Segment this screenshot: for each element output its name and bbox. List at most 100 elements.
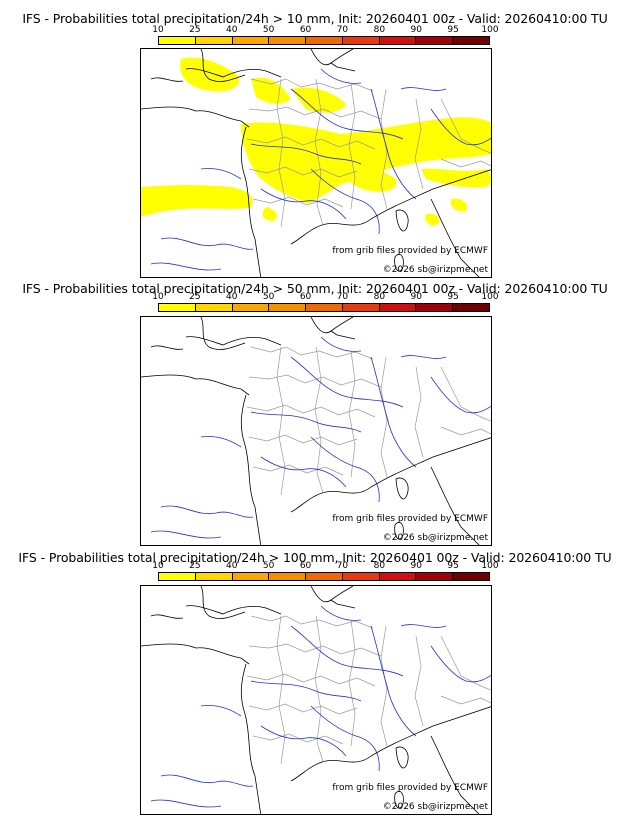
colorbar-tick-label: 25 bbox=[189, 292, 201, 302]
colorbar-tick-label: 25 bbox=[189, 25, 201, 35]
department-border bbox=[248, 703, 358, 715]
river bbox=[260, 188, 347, 220]
map-france[interactable] bbox=[140, 585, 492, 815]
river bbox=[400, 355, 447, 359]
copyright: ©2026 sb@irizpme.net bbox=[382, 265, 488, 275]
department-border bbox=[414, 635, 424, 727]
river bbox=[260, 456, 347, 488]
colorbar-tick-label: 90 bbox=[410, 292, 422, 302]
colorbar-tick-label: 50 bbox=[262, 292, 275, 302]
precip-area bbox=[180, 57, 240, 92]
department-border bbox=[440, 426, 491, 436]
colorbar-tick-label: 60 bbox=[299, 561, 312, 571]
colorbar-ticks: 10 25 40 50 60 70 80 90 95 100 bbox=[0, 25, 630, 36]
coastline bbox=[310, 317, 354, 334]
coastline bbox=[394, 253, 404, 272]
precip-area bbox=[291, 87, 346, 113]
river bbox=[310, 436, 380, 503]
colorbar-segment bbox=[269, 37, 307, 44]
department-border bbox=[440, 695, 491, 705]
river bbox=[430, 645, 491, 683]
river bbox=[400, 87, 447, 91]
colorbar-tick-label: 95 bbox=[447, 561, 459, 571]
coastline bbox=[141, 643, 250, 665]
coastline bbox=[240, 394, 262, 545]
department-border bbox=[380, 88, 388, 210]
precip-area bbox=[241, 117, 491, 204]
department-border bbox=[440, 158, 491, 168]
department-border bbox=[276, 346, 286, 496]
colorbar-tick-label: 25 bbox=[189, 561, 201, 571]
colorbar bbox=[158, 36, 490, 45]
river bbox=[430, 108, 491, 146]
colorbar-ticks: 10 25 40 50 60 70 80 90 95 100 bbox=[0, 561, 630, 572]
department-border bbox=[276, 615, 286, 765]
map-canvas bbox=[141, 317, 491, 545]
colorbar-segment bbox=[379, 573, 417, 580]
colorbar-segment bbox=[342, 37, 380, 44]
copyright: ©2026 sb@irizpme.net bbox=[382, 533, 488, 543]
colorbar-tick-label: 50 bbox=[262, 561, 275, 571]
river bbox=[160, 505, 254, 518]
colorbar-segment bbox=[195, 304, 233, 311]
department-border bbox=[348, 619, 356, 747]
river bbox=[160, 774, 254, 787]
map-france[interactable] bbox=[140, 316, 492, 546]
colorbar-segment bbox=[342, 573, 380, 580]
colorbar-tick-label: 60 bbox=[299, 25, 312, 35]
colorbar-segment bbox=[159, 37, 196, 44]
department-border bbox=[250, 78, 374, 92]
department-border bbox=[250, 346, 374, 360]
colorbar-tick-label: 95 bbox=[447, 25, 459, 35]
copyright: ©2026 sb@irizpme.net bbox=[382, 802, 488, 812]
coastline bbox=[240, 663, 262, 814]
colorbar-tick-label: 100 bbox=[481, 292, 499, 302]
map-canvas bbox=[141, 586, 491, 814]
coastline bbox=[290, 437, 491, 513]
coastline bbox=[310, 49, 354, 66]
river bbox=[290, 88, 404, 140]
colorbar-segment bbox=[306, 304, 343, 311]
river bbox=[250, 411, 362, 433]
colorbar-segment bbox=[416, 573, 454, 580]
coastline bbox=[185, 336, 282, 346]
colorbar-tick-label: 70 bbox=[336, 561, 349, 571]
department-border bbox=[246, 136, 376, 150]
coastline bbox=[310, 586, 354, 603]
department-border bbox=[246, 404, 376, 418]
source-credit: from grib files provided by ECMWF bbox=[332, 514, 488, 524]
department-border bbox=[380, 356, 388, 478]
coastline bbox=[430, 735, 480, 814]
department-border bbox=[314, 615, 324, 763]
colorbar-segment bbox=[453, 37, 490, 44]
colorbar-segment bbox=[232, 37, 270, 44]
coastline bbox=[290, 169, 491, 245]
colorbar-segment bbox=[379, 304, 417, 311]
coastline bbox=[330, 330, 356, 340]
colorbar-tick-label: 40 bbox=[226, 25, 238, 35]
colorbar-tick-label: 40 bbox=[226, 561, 238, 571]
river bbox=[290, 625, 404, 677]
colorbar-tick-label: 40 bbox=[226, 292, 238, 302]
colorbar bbox=[158, 572, 490, 581]
coastline bbox=[290, 706, 491, 782]
coastline bbox=[185, 605, 282, 615]
colorbar-tick-label: 70 bbox=[336, 25, 349, 35]
colorbar-segment bbox=[306, 37, 343, 44]
department-border bbox=[440, 98, 491, 154]
department-border bbox=[248, 643, 382, 657]
coastline bbox=[150, 345, 184, 350]
river bbox=[310, 705, 380, 772]
colorbar-tick-label: 70 bbox=[336, 292, 349, 302]
precip-area bbox=[425, 213, 440, 226]
colorbar-segment bbox=[342, 304, 380, 311]
panel-title: IFS - Probabilities total precipitation/… bbox=[18, 550, 612, 565]
map-france[interactable] bbox=[140, 48, 492, 278]
precip-area bbox=[251, 77, 291, 104]
coastline bbox=[394, 790, 404, 809]
colorbar-segment bbox=[195, 573, 233, 580]
colorbar-tick-label: 10 bbox=[152, 25, 164, 35]
colorbar-tick-label: 90 bbox=[410, 25, 422, 35]
coastline bbox=[430, 198, 480, 277]
coastline bbox=[150, 77, 184, 82]
